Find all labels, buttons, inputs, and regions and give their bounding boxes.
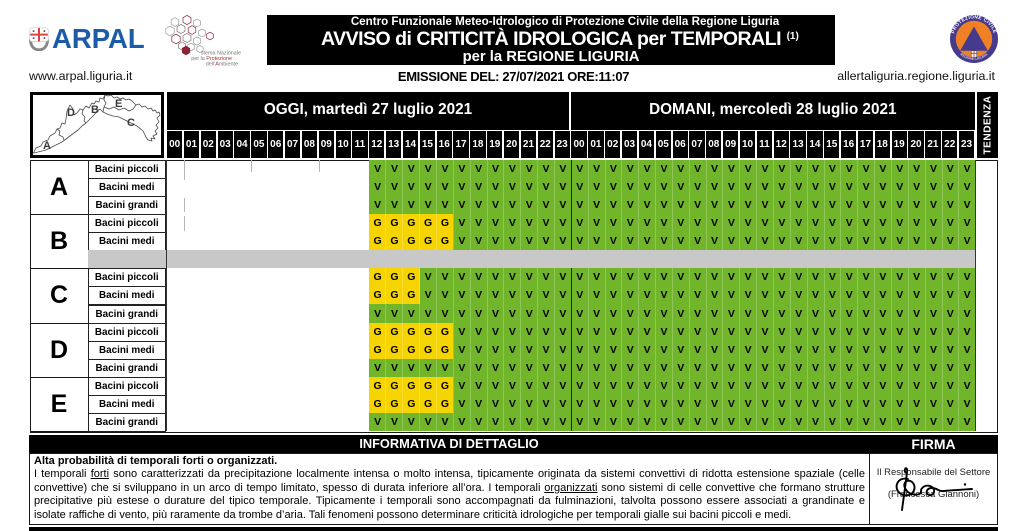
svg-text:stema Nazionale: stema Nazionale: [201, 51, 241, 57]
svg-text:D: D: [67, 107, 75, 119]
svg-text:A: A: [43, 140, 51, 152]
svg-text:E: E: [115, 98, 122, 110]
svg-text:per la Protezione: per la Protezione: [191, 56, 232, 62]
svg-text:B: B: [91, 104, 99, 116]
svg-text:C: C: [127, 117, 135, 129]
svg-text:dell'Ambiente: dell'Ambiente: [206, 62, 238, 68]
